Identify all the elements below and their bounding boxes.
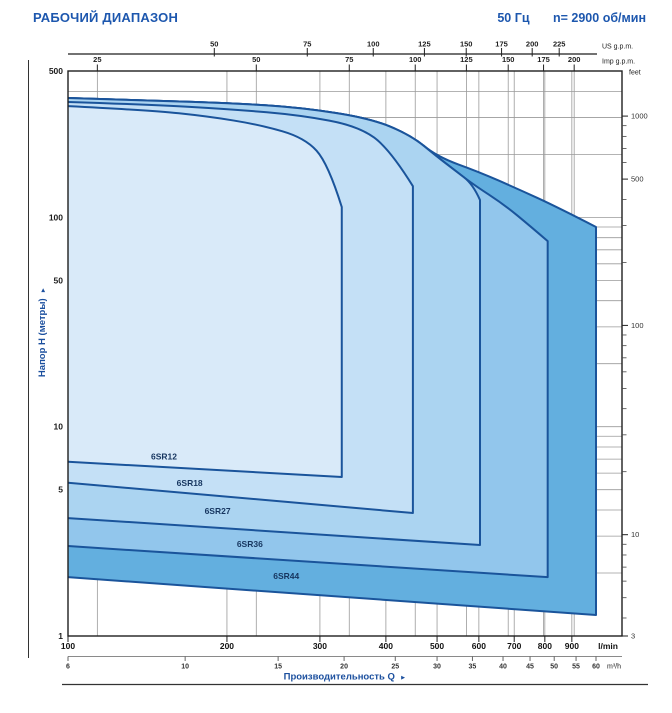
y-axis-arrow-icon: ► xyxy=(40,287,47,293)
m3h-tick-label-40: 40 xyxy=(499,664,507,671)
series-label-6SR36: 6SR36 xyxy=(237,539,263,549)
us-tick-label-175: 175 xyxy=(495,40,508,49)
feet-unit-label: feet xyxy=(629,70,641,77)
plot-frame xyxy=(67,70,623,637)
imp-tick-label-25: 25 xyxy=(93,55,101,64)
lmin-tick-label-800: 800 xyxy=(538,641,552,651)
m3h-tick-label-20: 20 xyxy=(340,664,348,671)
m3h-tick-label-60: 60 xyxy=(592,664,600,671)
us-tick-label-125: 125 xyxy=(418,40,431,49)
us-tick-label-50: 50 xyxy=(210,40,218,49)
m3h-tick-label-45: 45 xyxy=(526,664,534,671)
x-axis-arrow-icon: ► xyxy=(400,675,406,682)
feet-tick-label-100: 100 xyxy=(631,321,644,330)
series-labels: 6SR44 6SR36 6SR27 6SR18 6SR12 xyxy=(151,452,299,581)
lmin-tick-label-200: 200 xyxy=(220,641,234,651)
feet-tick-label-3: 3 xyxy=(631,632,635,641)
lmin-tick-label-900: 900 xyxy=(565,641,579,651)
page-header: РАБОЧИЙ ДИАПАЗОН 50 Гц n= 2900 об/мин xyxy=(33,10,646,25)
imp-gpm-unit-label: Imp g.p.m. xyxy=(602,59,635,66)
lmin-tick-label-700: 700 xyxy=(507,641,521,651)
feet-tick-label-500: 500 xyxy=(631,175,644,184)
feet-tick-label-10: 10 xyxy=(631,530,639,539)
m3h-tick-label-35: 35 xyxy=(469,664,477,671)
m3h-tick-label-25: 25 xyxy=(391,664,399,671)
head-tick-label-50: 50 xyxy=(54,275,64,285)
pump-range-regions xyxy=(68,96,597,616)
us-tick-label-200: 200 xyxy=(526,40,539,49)
feet-tick-label-1000: 1000 xyxy=(631,112,648,121)
x-axis-title: Производительность Q ► xyxy=(284,672,407,683)
lmin-tick-label-600: 600 xyxy=(472,641,486,651)
region-6SR12 xyxy=(68,105,343,479)
us-tick-label-150: 150 xyxy=(460,40,473,49)
series-label-6SR18: 6SR18 xyxy=(177,478,203,488)
axis-unit-labels: US g.p.m. Imp g.p.m. feet l/min m³/h xyxy=(598,44,641,671)
imp-tick-label-150: 150 xyxy=(502,55,515,64)
us-tick-label-100: 100 xyxy=(367,40,380,49)
imp-tick-label-200: 200 xyxy=(568,55,581,64)
y-axis-title: Напор H (метры)► xyxy=(37,287,48,377)
imp-tick-label-100: 100 xyxy=(409,55,422,64)
imp-tick-label-75: 75 xyxy=(345,55,353,64)
series-label-6SR44: 6SR44 xyxy=(273,571,299,581)
series-label-6SR12: 6SR12 xyxy=(151,452,177,462)
us-tick-label-225: 225 xyxy=(553,40,566,49)
head-tick-label-10: 10 xyxy=(54,422,64,432)
axis-titles: Напор H (метры)► Производительность Q ► xyxy=(37,287,406,683)
page-title: РАБОЧИЙ ДИАПАЗОН xyxy=(33,10,179,25)
imp-tick-label-125: 125 xyxy=(460,55,473,64)
lmin-tick-label-500: 500 xyxy=(430,641,444,651)
frequency-label: 50 Гц xyxy=(497,11,530,25)
lmin-tick-label-300: 300 xyxy=(313,641,327,651)
m3h-tick-label-50: 50 xyxy=(550,664,558,671)
m3h-tick-label-10: 10 xyxy=(181,664,189,671)
lmin-tick-label-100: 100 xyxy=(61,641,75,651)
lmin-tick-label-400: 400 xyxy=(379,641,393,651)
imp-tick-label-175: 175 xyxy=(537,55,550,64)
m3h-tick-label-55: 55 xyxy=(572,664,580,671)
us-gpm-unit-label: US g.p.m. xyxy=(602,44,633,51)
m3h-tick-label-30: 30 xyxy=(433,664,441,671)
speed-label: n= 2900 об/мин xyxy=(553,11,646,25)
us-tick-label-75: 75 xyxy=(303,40,311,49)
head-tick-label-5: 5 xyxy=(58,485,63,495)
head-tick-label-1: 1 xyxy=(58,631,63,641)
head-tick-label-100: 100 xyxy=(49,212,63,222)
m3h-tick-label-6: 6 xyxy=(66,664,70,671)
m3h-tick-label-15: 15 xyxy=(274,664,282,671)
m3h-unit-label: m³/h xyxy=(607,664,621,671)
series-label-6SR27: 6SR27 xyxy=(205,506,231,516)
imp-tick-label-50: 50 xyxy=(252,55,260,64)
head-tick-label-500: 500 xyxy=(49,66,63,76)
lmin-unit-label: l/min xyxy=(598,641,618,651)
header-conditions: 50 Гц n= 2900 об/мин xyxy=(497,11,646,25)
